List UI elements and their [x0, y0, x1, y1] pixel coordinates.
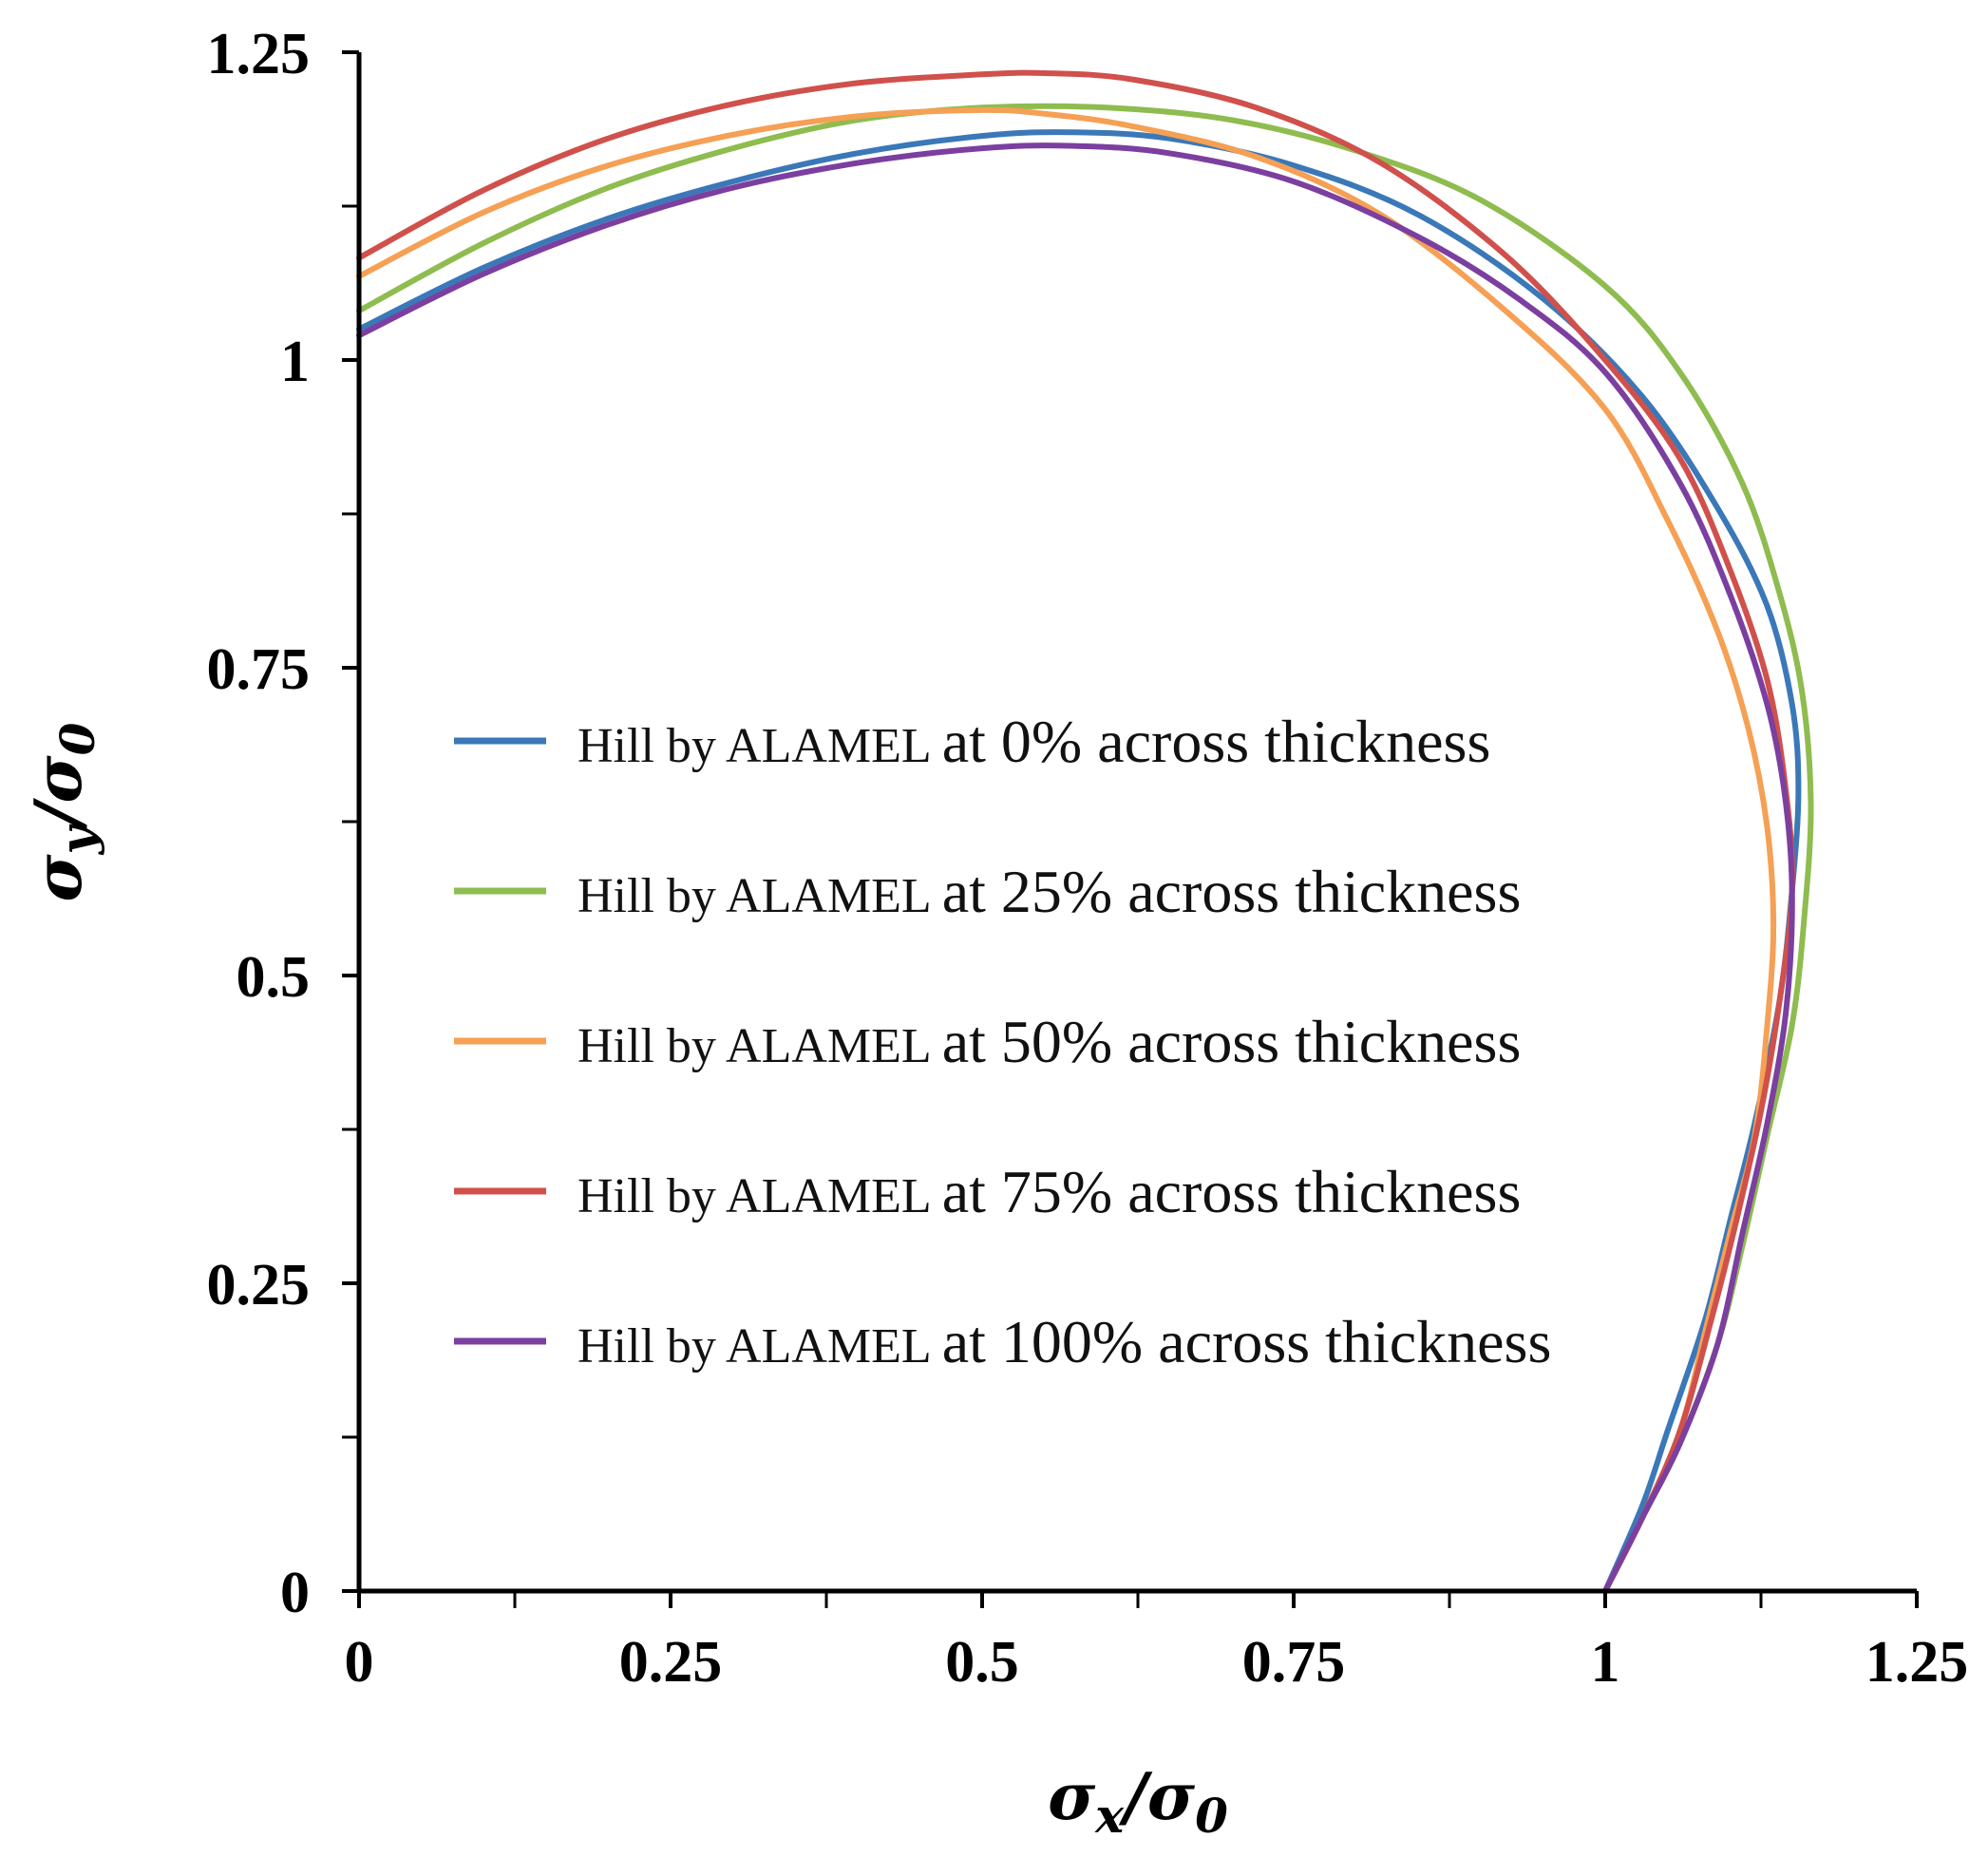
x-tick-label: 0.5	[945, 1630, 1019, 1695]
y-tick-label: 0.75	[207, 637, 311, 702]
y-tick-label: 0.5	[237, 945, 311, 1010]
y-tick-label: 1.25	[207, 22, 311, 86]
x-tick-label: 0	[345, 1630, 374, 1695]
tick-labels: 0 0.25 0.5 0.75 1 1.25 0 0.25 0.5 0.75 1 1.25	[207, 22, 1969, 1695]
axis-ticks	[342, 50, 1919, 1608]
legend: Hill by ALAMEL at 0% across thickness Hil…	[454, 708, 1551, 1375]
y-tick-label: 0.25	[207, 1253, 311, 1317]
y-tick-label: 1	[280, 330, 310, 394]
series-line-3	[356, 69, 1795, 1594]
x-tick-label: 1	[1591, 1630, 1620, 1695]
legend-label-2: Hill by ALAMEL at 50% across thickness	[577, 1008, 1521, 1075]
legend-label-4: Hill by ALAMEL at 100% across thickness	[577, 1308, 1551, 1375]
series-line-2	[356, 106, 1777, 1594]
series-line-0	[356, 129, 1802, 1594]
y-tick-label: 0	[280, 1561, 310, 1625]
series-line-4	[356, 142, 1795, 1594]
legend-label-0: Hill by ALAMEL at 0% across thickness	[577, 708, 1490, 775]
y-axis-title: σy/σ0	[21, 722, 105, 901]
x-tick-label: 0.25	[619, 1630, 723, 1695]
x-tick-label: 1.25	[1865, 1630, 1969, 1695]
series-curves	[356, 69, 1814, 1594]
x-axis-title: σx/σ0	[1048, 1759, 1228, 1844]
legend-label-1: Hill by ALAMEL at 25% across thickness	[577, 858, 1521, 925]
x-tick-label: 0.75	[1242, 1630, 1346, 1695]
legend-label-3: Hill by ALAMEL at 75% across thickness	[577, 1158, 1521, 1225]
